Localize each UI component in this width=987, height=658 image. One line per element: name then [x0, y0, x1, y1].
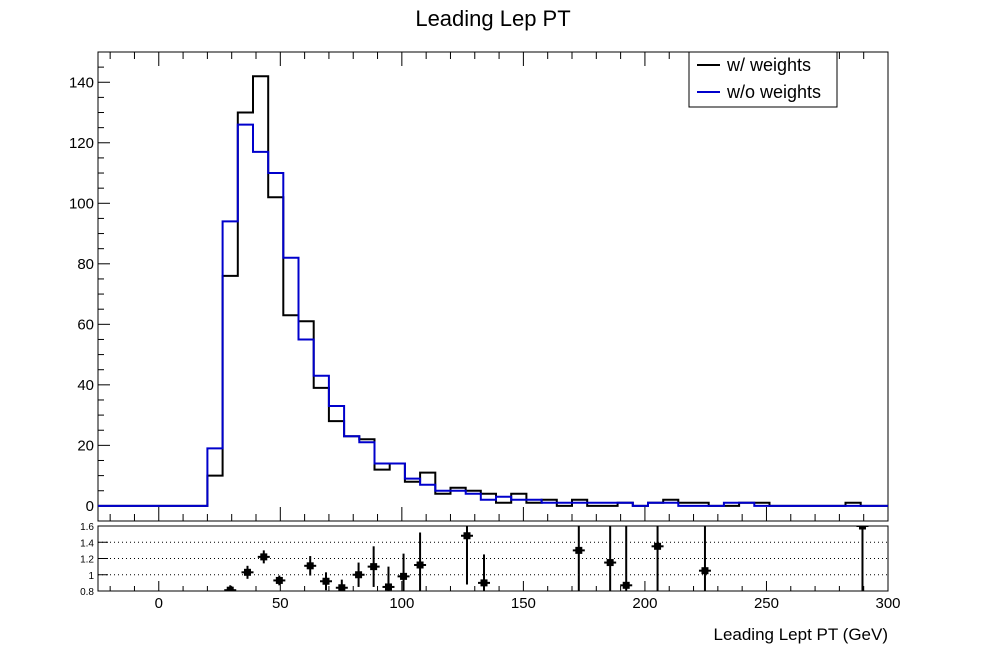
main-axis-ticks: 0 20 40 60 80 100 120 140	[69, 51, 889, 522]
legend-box	[688, 51, 838, 108]
ratio-point-7	[355, 571, 363, 579]
main-plot-frame	[97, 51, 889, 522]
ratio-point-17	[654, 542, 662, 550]
series-wo-weights	[98, 123, 888, 507]
ratio-y-tick-label-3: 1.4	[80, 538, 94, 549]
ratio-point-5	[322, 577, 330, 585]
ratio-point-3	[275, 576, 283, 584]
x-tick-label-0: 0	[155, 595, 163, 612]
ratio-point-13	[480, 579, 488, 587]
x-tick-label-1: 50	[272, 595, 289, 612]
x-tick-label-5: 250	[754, 595, 779, 612]
ratio-plot-frame	[97, 525, 889, 592]
y-tick-label-7: 140	[69, 74, 94, 91]
ratio-point-16	[622, 581, 630, 589]
y-tick-label-6: 120	[69, 135, 94, 152]
ratio-point-14	[575, 546, 583, 554]
ratio-point-9	[384, 583, 392, 591]
ratio-point-18	[701, 567, 709, 575]
y-tick-label-1: 20	[77, 437, 94, 454]
ratio-point-19	[858, 526, 866, 530]
ratio-point-11	[416, 561, 424, 569]
ratio-point-10	[400, 572, 408, 580]
ratio-y-tick-label-2: 1.2	[80, 555, 94, 566]
x-tick-label-4: 200	[632, 595, 657, 612]
ratio-axis-ticks: 0.8 1 1.2 1.4 1.6 0 50 100 150 200 250 300	[80, 522, 900, 612]
legend-label-w-weights: w/ weights	[726, 55, 811, 75]
y-tick-label-5: 100	[69, 195, 94, 212]
ratio-point-15	[606, 559, 614, 567]
ratio-points	[224, 526, 869, 591]
ratio-y-tick-label-0: 0.8	[80, 587, 94, 598]
ratio-point-1	[243, 568, 251, 576]
x-tick-label-3: 150	[511, 595, 536, 612]
y-tick-label-0: 0	[86, 498, 94, 515]
legend: w/ weights w/o weights	[688, 51, 838, 108]
ratio-y-tick-label-1: 1	[88, 571, 94, 582]
x-tick-label-6: 300	[875, 595, 900, 612]
x-axis-title: Leading Lept PT (GeV)	[713, 625, 888, 644]
ratio-point-2	[260, 553, 268, 561]
legend-label-wo-weights: w/o weights	[726, 82, 821, 102]
ratio-point-0	[226, 586, 234, 591]
ratio-y-tick-label-4: 1.6	[80, 522, 94, 533]
ratio-point-4	[306, 562, 314, 570]
ratio-point-12	[463, 532, 471, 540]
ratio-point-6	[338, 584, 346, 591]
y-tick-label-2: 40	[77, 377, 94, 394]
series-w-weights	[98, 75, 888, 507]
ratio-grid	[98, 541, 888, 576]
histogram-series	[98, 75, 888, 507]
ratio-point-8	[370, 563, 378, 571]
y-tick-label-3: 60	[77, 316, 94, 333]
y-tick-label-4: 80	[77, 256, 94, 273]
chart-title: Leading Lep PT	[415, 6, 570, 31]
x-tick-label-2: 100	[389, 595, 414, 612]
